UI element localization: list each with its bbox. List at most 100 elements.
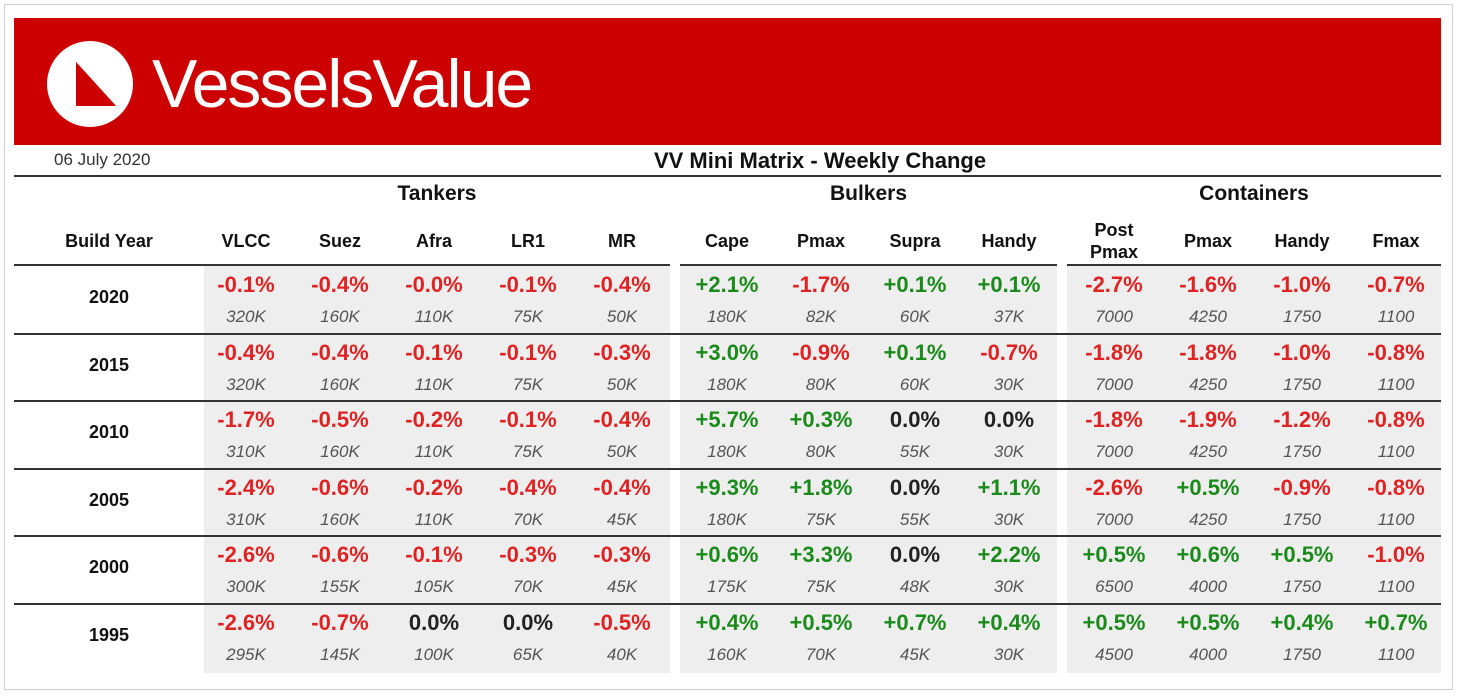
column-header-lr1: LR1: [510, 231, 545, 251]
weekly-change-cell: -1.0%: [1273, 272, 1331, 297]
weekly-change-cell: +0.5%: [1176, 474, 1240, 500]
vessel-value-cell: 1750: [1283, 442, 1321, 461]
weekly-change-cell: -0.4%: [593, 272, 651, 297]
vessel-value-cell: 180K: [707, 307, 747, 326]
weekly-change-cell: -1.8%: [1179, 339, 1237, 365]
vessel-value-cell: 45K: [899, 644, 931, 664]
vessel-value-cell: 65K: [512, 644, 544, 664]
vessel-value-cell: 48K: [899, 577, 931, 596]
vessel-value-cell: 55K: [899, 442, 931, 461]
column-header-afra: Afra: [415, 231, 452, 251]
header-rule-group-2: [1067, 264, 1441, 266]
weekly-change-cell: +0.6%: [1176, 542, 1240, 567]
vessel-value-cell: 1750: [1283, 374, 1321, 394]
vessel-value-cell: 30K: [993, 509, 1025, 529]
vessel-value-cell: 4250: [1189, 442, 1227, 461]
weekly-change-cell: -0.8%: [1367, 407, 1425, 432]
vessel-value-cell: 310K: [226, 509, 266, 529]
title-underline: [14, 175, 1441, 177]
weekly-change-cell: -0.4%: [593, 474, 651, 500]
vessel-value-cell: 160K: [320, 442, 360, 461]
weekly-change-cell: 0.0%: [889, 474, 941, 500]
weekly-change-cell: +0.5%: [1082, 542, 1146, 567]
weekly-change-cell: -0.8%: [1367, 339, 1425, 365]
weekly-change-cell: -0.3%: [593, 542, 651, 567]
weekly-change-cell: -0.4%: [593, 407, 651, 432]
weekly-change-cell: -0.1%: [499, 407, 557, 432]
vessel-value-cell: 1750: [1283, 307, 1321, 326]
vessel-value-cell: 320K: [226, 307, 266, 326]
vessel-value-cell: 160K: [707, 644, 747, 664]
weekly-change-cell: -2.6%: [217, 542, 275, 567]
weekly-change-cell: -0.4%: [217, 339, 275, 365]
weekly-change-cell: +0.4%: [695, 609, 759, 635]
weekly-change-cell: +0.3%: [789, 407, 853, 432]
vessel-value-cell: 50K: [606, 374, 638, 394]
weekly-change-cell: -1.7%: [792, 272, 850, 297]
group-header-bulkers: Bulkers: [829, 182, 908, 205]
vessel-value-cell: 160K: [320, 307, 360, 326]
weekly-change-cell: 0.0%: [889, 407, 941, 432]
vessel-value-cell: 45K: [606, 577, 638, 596]
weekly-change-cell: +0.7%: [883, 609, 947, 635]
weekly-change-cell: -0.2%: [405, 474, 463, 500]
vessel-value-cell: 80K: [805, 442, 837, 461]
vessel-value-cell: 295K: [226, 644, 266, 664]
build-year-header: Build Year: [65, 231, 153, 251]
weekly-change-cell: +9.3%: [695, 474, 759, 500]
group-header-containers: Containers: [1199, 182, 1309, 205]
column-header-fmax: Fmax: [1372, 231, 1420, 251]
weekly-change-cell: -1.2%: [1273, 407, 1331, 432]
vessel-value-cell: 180K: [707, 509, 747, 529]
vessel-value-cell: 1100: [1377, 577, 1415, 596]
weekly-change-cell: -1.8%: [1085, 339, 1143, 365]
weekly-change-cell: -1.0%: [1367, 542, 1425, 567]
weekly-change-cell: -2.6%: [217, 609, 275, 635]
weekly-change-cell: -1.0%: [1273, 339, 1331, 365]
weekly-change-cell: -0.9%: [1273, 474, 1331, 500]
vessel-value-cell: 82K: [805, 307, 837, 326]
header-rule-year: [14, 264, 204, 266]
vessel-value-cell: 1750: [1283, 509, 1321, 529]
weekly-change-cell: -1.8%: [1085, 407, 1143, 432]
weekly-change-cell: +0.5%: [1082, 609, 1146, 635]
weekly-change-cell: +1.1%: [977, 474, 1041, 500]
vessel-value-cell: 30K: [993, 442, 1025, 461]
weekly-change-cell: +1.8%: [789, 474, 853, 500]
vessel-value-cell: 320K: [226, 374, 266, 394]
vessel-value-cell: 75K: [512, 442, 544, 461]
weekly-change-cell: -1.6%: [1179, 272, 1237, 297]
vessel-value-cell: 7000: [1095, 509, 1133, 529]
vessel-value-cell: 160K: [320, 374, 360, 394]
column-header-handy: Handy: [981, 231, 1037, 251]
vessel-value-cell: 180K: [707, 374, 747, 394]
vessel-value-cell: 7000: [1095, 374, 1133, 394]
weekly-change-cell: +3.0%: [695, 339, 759, 365]
weekly-change-cell: -0.6%: [311, 542, 369, 567]
vessel-value-cell: 70K: [805, 644, 837, 664]
header-rule-group-0: [204, 264, 670, 266]
weekly-change-cell: 0.0%: [983, 407, 1035, 432]
vessel-value-cell: 4500: [1095, 644, 1133, 664]
weekly-change-cell: -0.7%: [311, 609, 369, 635]
column-header-pmax: Pmax: [1183, 231, 1233, 251]
weekly-change-cell: +0.4%: [977, 609, 1041, 635]
vessel-value-cell: 1100: [1377, 374, 1415, 394]
column-header-mr: MR: [608, 231, 636, 251]
vessel-value-cell: 60K: [899, 374, 931, 394]
weekly-change-cell: -0.4%: [499, 474, 557, 500]
weekly-change-cell: -2.7%: [1085, 272, 1143, 297]
weekly-change-cell: 0.0%: [889, 542, 941, 567]
column-header-cape: Cape: [704, 231, 749, 251]
weekly-change-cell: +0.6%: [695, 542, 759, 567]
weekly-change-cell: +3.3%: [789, 542, 853, 567]
build-year-1995: 1995: [88, 624, 130, 645]
weekly-change-cell: -0.5%: [593, 609, 651, 635]
row-divider: [14, 535, 1441, 537]
vessel-value-cell: 1100: [1377, 644, 1415, 664]
weekly-change-cell: -0.6%: [311, 474, 369, 500]
vessel-value-cell: 110K: [414, 374, 454, 394]
weekly-change-cell: -1.9%: [1179, 407, 1237, 432]
weekly-change-cell: -0.1%: [405, 542, 463, 567]
weekly-change-cell: -0.2%: [405, 407, 463, 432]
